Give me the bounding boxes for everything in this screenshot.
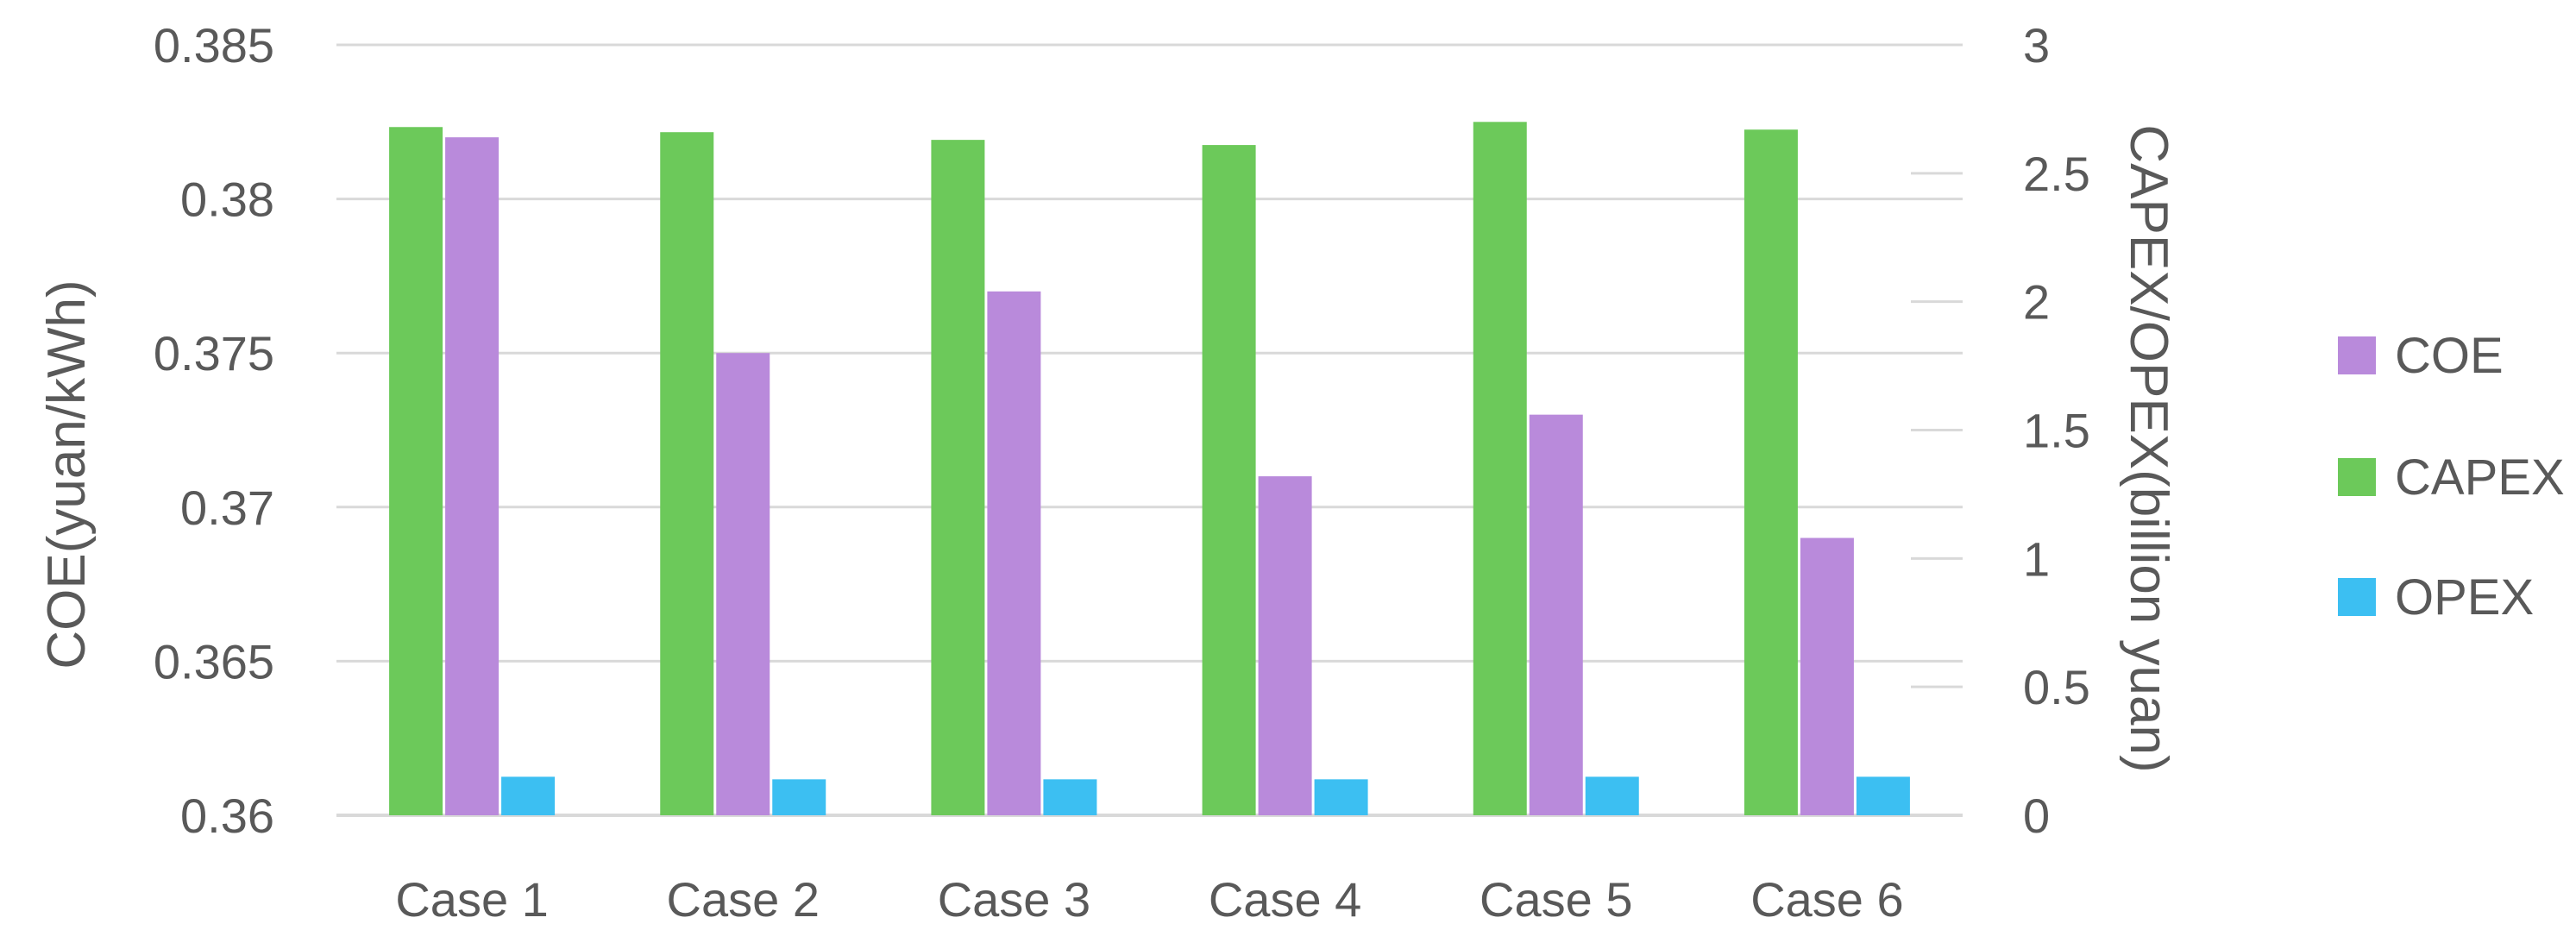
bar-opex-2	[772, 779, 826, 815]
y-tick-label-right: 3	[2023, 18, 2050, 72]
bar-coe-2	[716, 353, 770, 815]
bar-opex-3	[1043, 779, 1097, 815]
bar-capex-5	[1473, 122, 1527, 816]
x-tick-label: Case 2	[667, 872, 820, 927]
y-tick-label-left: 0.385	[154, 18, 274, 72]
bar-coe-1	[445, 137, 499, 815]
y-tick-label-left: 0.38	[180, 173, 274, 227]
bar-capex-6	[1744, 129, 1798, 816]
legend: COE CAPEX OPEX	[2338, 328, 2565, 625]
y-axis-title-right: CAPEX/OPEX(billion yuan)	[2119, 124, 2178, 772]
y-tick-label-right: 0	[2023, 789, 2050, 843]
bar-capex-4	[1202, 145, 1256, 816]
y-tick-label-left: 0.36	[180, 789, 274, 843]
bar-coe-6	[1800, 537, 1854, 815]
bar-opex-5	[1585, 776, 1639, 815]
x-tick-label: Case 3	[938, 872, 1090, 927]
bar-opex-1	[501, 776, 556, 815]
bars	[389, 122, 1910, 816]
y-tick-label-right: 1	[2023, 531, 2050, 586]
legend-swatch-coe	[2338, 336, 2376, 374]
y-tick-label-right: 1.5	[2023, 404, 2090, 458]
bar-capex-2	[660, 132, 714, 815]
legend-label-capex: CAPEX	[2395, 449, 2565, 506]
bar-coe-4	[1258, 476, 1312, 815]
bar-opex-4	[1314, 779, 1368, 815]
y-axis-title-left: COE(yuan/kWh)	[37, 280, 97, 669]
bar-opex-6	[1856, 776, 1910, 815]
x-tick-label: Case 4	[1209, 872, 1361, 927]
bar-coe-5	[1529, 414, 1583, 815]
x-tick-label: Case 1	[395, 872, 548, 927]
legend-swatch-capex	[2338, 458, 2376, 496]
bar-capex-1	[389, 127, 443, 816]
bar-coe-3	[987, 291, 1041, 815]
grid-lines	[336, 43, 1963, 817]
y-tick-label-left: 0.375	[154, 326, 274, 380]
x-tick-label: Case 6	[1750, 872, 1903, 927]
y-tick-label-right: 0.5	[2023, 660, 2090, 714]
y-tick-label-right: 2	[2023, 275, 2050, 330]
tick-labels: 0.36 0.365 0.37 0.375 0.38 0.385 0 0.5 1 1.5 2 2.5 3…	[154, 18, 2090, 927]
legend-swatch-opex	[2338, 578, 2376, 616]
legend-label-opex: OPEX	[2395, 569, 2534, 625]
legend-label-coe: COE	[2395, 328, 2504, 384]
y-tick-label-right: 2.5	[2023, 147, 2090, 201]
x-tick-label: Case 5	[1480, 872, 1632, 927]
y-tick-label-left: 0.37	[180, 481, 274, 535]
bar-capex-3	[931, 140, 985, 816]
y-tick-label-left: 0.365	[154, 634, 274, 688]
